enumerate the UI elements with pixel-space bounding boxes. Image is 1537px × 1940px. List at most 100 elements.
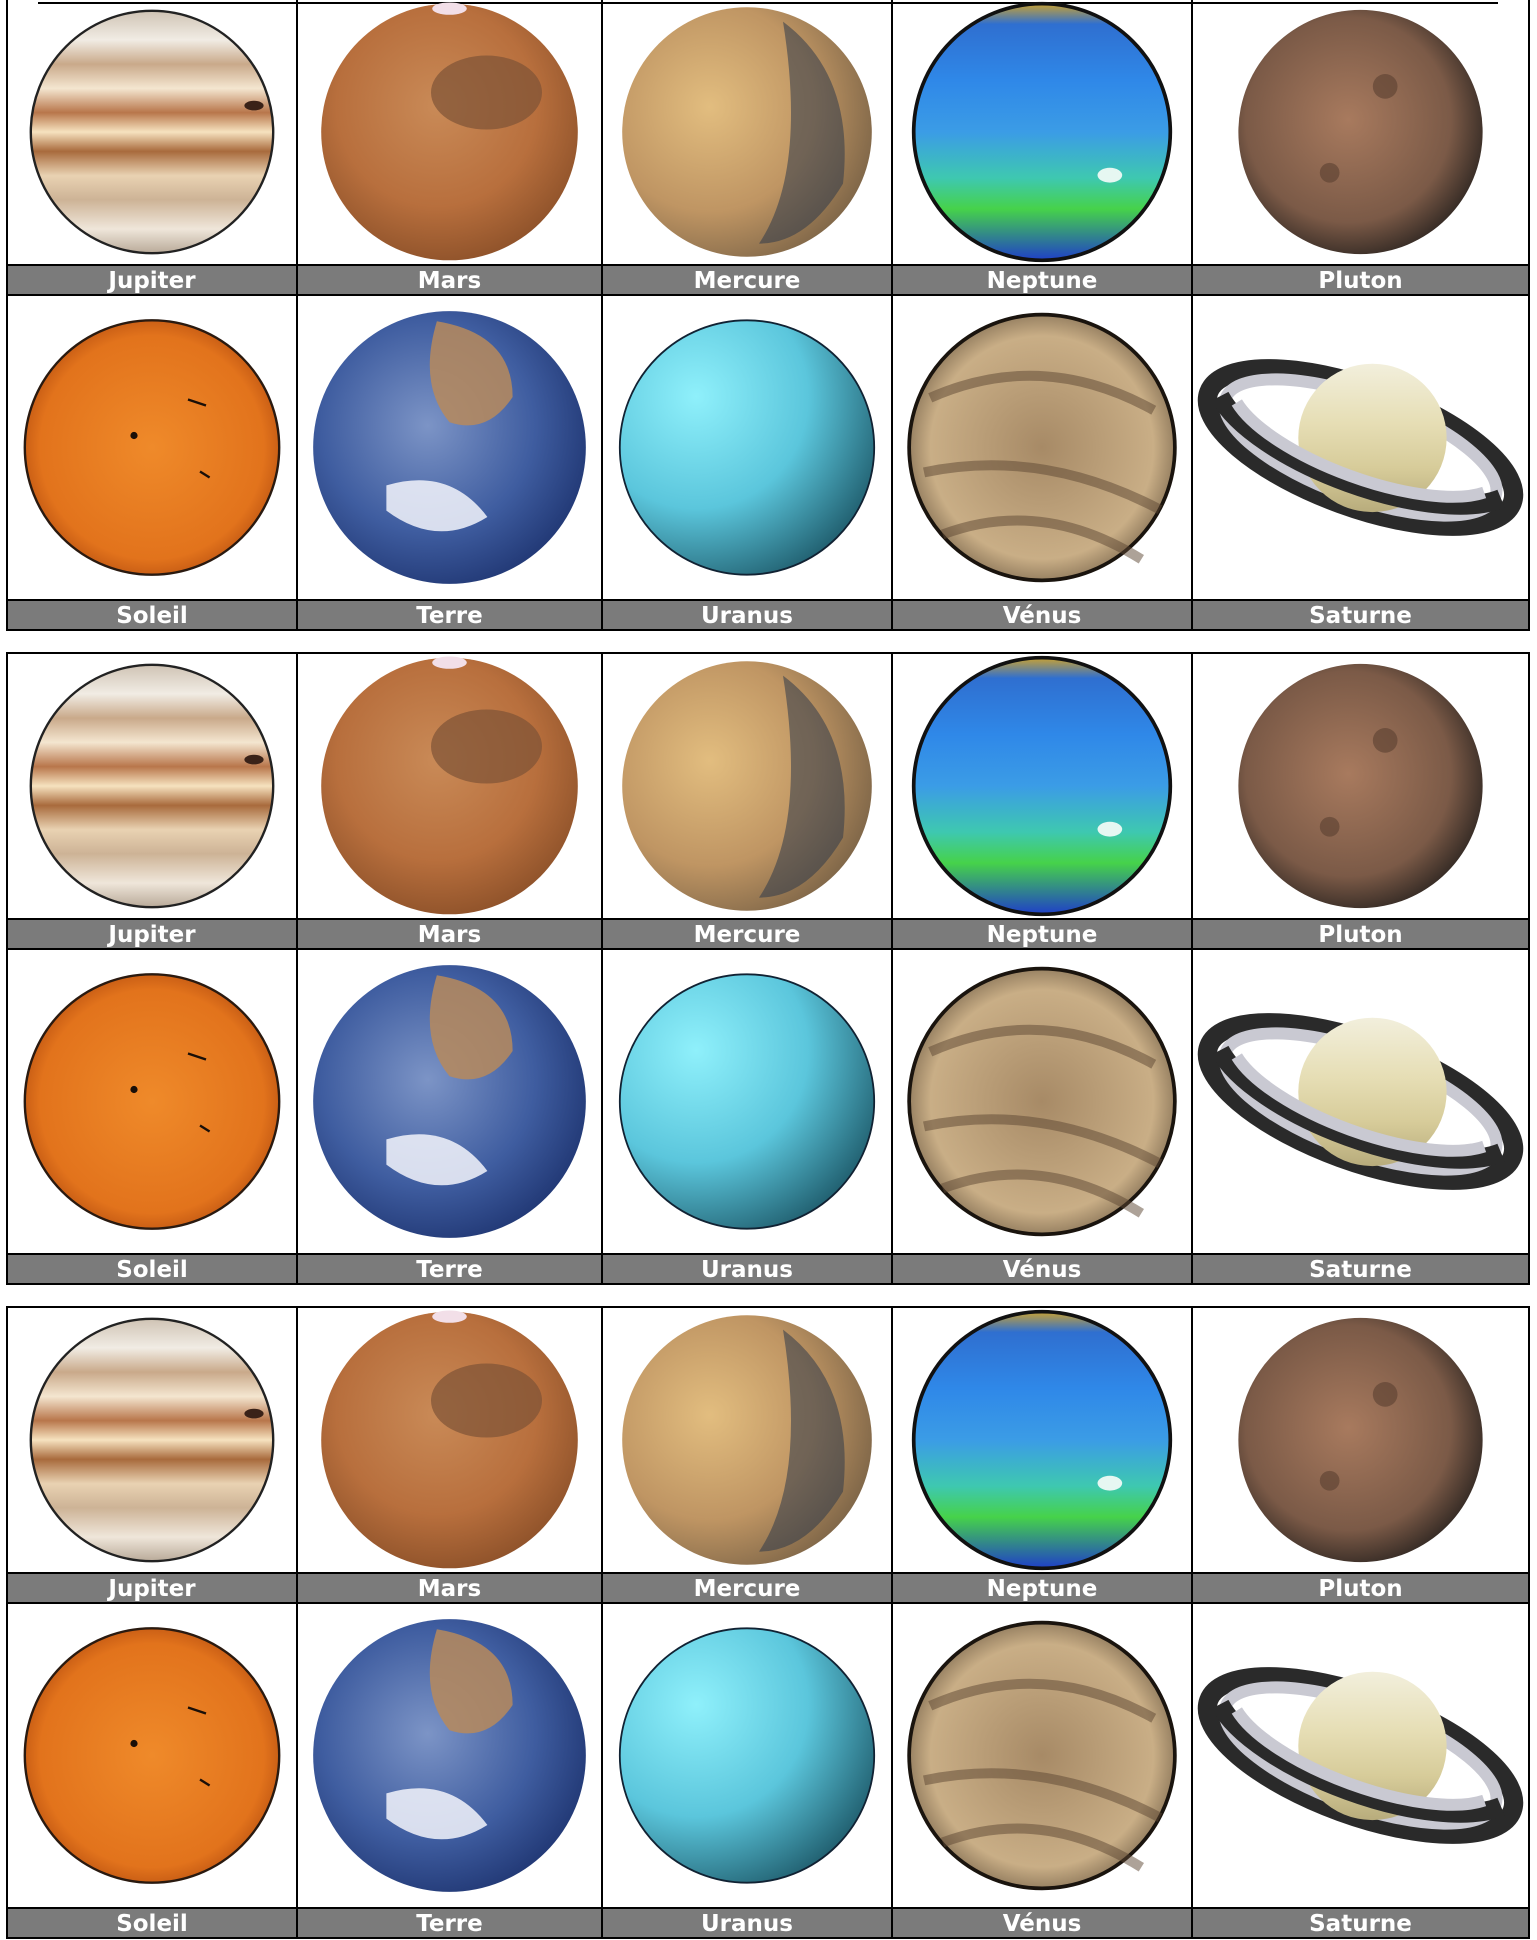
card-row: Jupiter Mars Mercure Neptune Pluton: [8, 654, 1528, 950]
planet-label: Mars: [298, 264, 601, 294]
card-row: Soleil Terre Uranus Vénus Saturne: [8, 950, 1528, 1283]
planet-label: Mercure: [603, 264, 891, 294]
card-sheet: Jupiter Mars Mercure Neptune Pluton Soleil Ter…: [6, 0, 1530, 631]
earth-image: [298, 950, 601, 1253]
planet-label: Jupiter: [8, 264, 296, 294]
planet-label: Neptune: [893, 918, 1191, 948]
planet-card: Soleil: [8, 950, 298, 1283]
planet-label: Pluton: [1193, 1572, 1528, 1602]
planet-card: Saturne: [1193, 950, 1528, 1283]
earth-image: [298, 296, 601, 599]
planet-label: Uranus: [603, 1907, 891, 1937]
planet-card: Saturne: [1193, 296, 1528, 629]
planet-card: Uranus: [603, 950, 893, 1283]
mars-image: [298, 654, 601, 918]
venus-image: [893, 950, 1191, 1253]
venus-image: [893, 1604, 1191, 1907]
planet-label: Mercure: [603, 918, 891, 948]
planet-label: Mercure: [603, 1572, 891, 1602]
planet-label: Jupiter: [8, 1572, 296, 1602]
card-sheet: Jupiter Mars Mercure Neptune Pluton Soleil Ter…: [6, 1306, 1530, 1939]
planet-card: Terre: [298, 950, 603, 1283]
planet-label: Soleil: [8, 599, 296, 629]
jupiter-image: [8, 0, 296, 264]
mercury-image: [603, 1308, 891, 1572]
planet-card: Vénus: [893, 950, 1193, 1283]
pluto-image: [1193, 1308, 1528, 1572]
planet-card: Neptune: [893, 1308, 1193, 1604]
jupiter-image: [8, 654, 296, 918]
planet-card: Soleil: [8, 296, 298, 629]
planet-card: Terre: [298, 1604, 603, 1937]
planet-card: Mars: [298, 1308, 603, 1604]
pluto-image: [1193, 654, 1528, 918]
planet-card: Jupiter: [8, 1308, 298, 1604]
mars-image: [298, 0, 601, 264]
planet-label: Soleil: [8, 1253, 296, 1283]
planet-card: Mercure: [603, 1308, 893, 1604]
planet-card: Mercure: [603, 654, 893, 950]
card-sheet: Jupiter Mars Mercure Neptune Pluton Soleil Ter…: [6, 652, 1530, 1285]
planet-label: Saturne: [1193, 1907, 1528, 1937]
card-row: Soleil Terre Uranus Vénus Saturne: [8, 296, 1528, 629]
neptune-image: [893, 0, 1191, 264]
planet-label: Vénus: [893, 1907, 1191, 1937]
card-row: Soleil Terre Uranus Vénus Saturne: [8, 1604, 1528, 1937]
uranus-image: [603, 1604, 891, 1907]
planet-label: Vénus: [893, 599, 1191, 629]
planet-card: Vénus: [893, 1604, 1193, 1937]
planet-card: Uranus: [603, 296, 893, 629]
planet-label: Saturne: [1193, 599, 1528, 629]
planet-card: Terre: [298, 296, 603, 629]
planet-card: Mercure: [603, 0, 893, 296]
card-row: Jupiter Mars Mercure Neptune Pluton: [8, 1308, 1528, 1604]
sun-image: [8, 296, 296, 599]
planet-card: Jupiter: [8, 654, 298, 950]
planet-card: Soleil: [8, 1604, 298, 1937]
planet-card: Uranus: [603, 1604, 893, 1937]
mercury-image: [603, 654, 891, 918]
planet-label: Uranus: [603, 599, 891, 629]
sun-image: [8, 950, 296, 1253]
jupiter-image: [8, 1308, 296, 1572]
planet-label: Uranus: [603, 1253, 891, 1283]
planet-card: Neptune: [893, 654, 1193, 950]
planet-card: Pluton: [1193, 654, 1528, 950]
planet-label: Mars: [298, 918, 601, 948]
card-row: Jupiter Mars Mercure Neptune Pluton: [8, 0, 1528, 296]
uranus-image: [603, 950, 891, 1253]
planet-label: Pluton: [1193, 264, 1528, 294]
saturn-image: [1193, 950, 1528, 1253]
earth-image: [298, 1604, 601, 1907]
venus-image: [893, 296, 1191, 599]
mars-image: [298, 1308, 601, 1572]
planet-card: Mars: [298, 0, 603, 296]
planet-label: Terre: [298, 1253, 601, 1283]
planet-label: Terre: [298, 599, 601, 629]
saturn-image: [1193, 1604, 1528, 1907]
planet-card: Saturne: [1193, 1604, 1528, 1937]
planet-label: Neptune: [893, 1572, 1191, 1602]
planet-label: Pluton: [1193, 918, 1528, 948]
neptune-image: [893, 654, 1191, 918]
planet-label: Vénus: [893, 1253, 1191, 1283]
top-rule: [38, 2, 1498, 4]
mercury-image: [603, 0, 891, 264]
planet-label: Terre: [298, 1907, 601, 1937]
planet-card: Vénus: [893, 296, 1193, 629]
planet-label: Soleil: [8, 1907, 296, 1937]
pluto-image: [1193, 0, 1528, 264]
uranus-image: [603, 296, 891, 599]
planet-card: Jupiter: [8, 0, 298, 296]
neptune-image: [893, 1308, 1191, 1572]
planet-card: Pluton: [1193, 0, 1528, 296]
planet-label: Neptune: [893, 264, 1191, 294]
planet-label: Mars: [298, 1572, 601, 1602]
planet-card: Pluton: [1193, 1308, 1528, 1604]
planet-label: Saturne: [1193, 1253, 1528, 1283]
planet-card: Mars: [298, 654, 603, 950]
saturn-image: [1193, 296, 1528, 599]
sun-image: [8, 1604, 296, 1907]
planet-label: Jupiter: [8, 918, 296, 948]
planet-card: Neptune: [893, 0, 1193, 296]
